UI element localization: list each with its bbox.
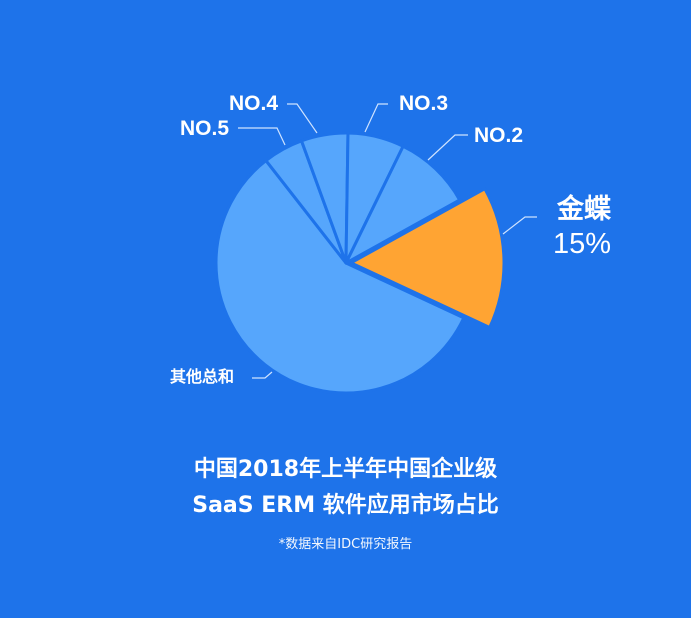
leader-line-kingdee <box>502 216 537 235</box>
leader-line-no4 <box>287 103 318 134</box>
label-no2: NO.2 <box>474 124 524 147</box>
label-kingdee: 金蝶 <box>557 194 611 224</box>
pie-slice-no2 <box>344 144 462 265</box>
chart-title-line-2: SaaS ERM 软件应用市场占比 <box>192 493 499 518</box>
label-no5: NO.5 <box>180 117 230 140</box>
label-others: 其他总和 <box>170 369 235 386</box>
leader-line-no3 <box>364 103 388 133</box>
value-label-kingdee: 15% <box>553 228 612 260</box>
leader-line-no5 <box>238 127 286 146</box>
pie-slice-others <box>214 159 466 395</box>
leader-line-no2 <box>427 134 468 161</box>
leader-line-others <box>252 371 273 379</box>
chart-title-line-1: 中国2018年上半年中国企业级 <box>193 457 498 482</box>
label-no3: NO.3 <box>399 92 449 115</box>
source-note: *数据来自IDC研究报告 <box>278 537 413 552</box>
pie-slice-kingdee <box>349 187 506 329</box>
label-no4: NO.4 <box>229 92 279 115</box>
